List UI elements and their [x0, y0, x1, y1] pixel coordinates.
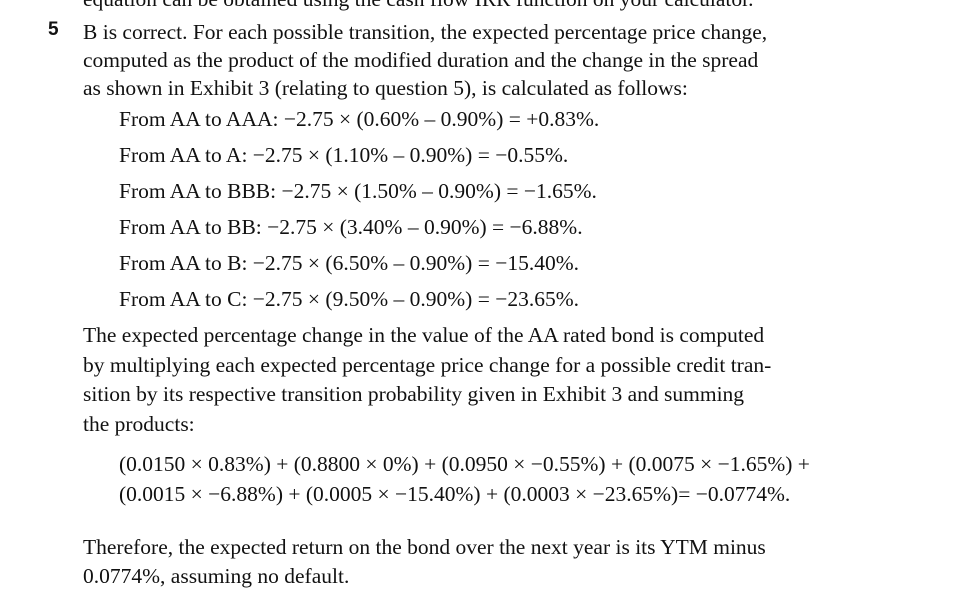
intro-line: computed as the product of the modified …: [83, 48, 759, 72]
top-fragment: equation can be obtained using the cash …: [83, 0, 754, 12]
conclusion-line: 0.0774%, assuming no default.: [83, 564, 350, 588]
item-number: 5: [48, 19, 59, 40]
calculation-line: From AA to AAA: −2.75 × (0.60% – 0.90%) …: [119, 107, 600, 131]
conclusion-line: Therefore, the expected return on the bo…: [83, 535, 766, 559]
calculation-line: From AA to BB: −2.75 × (3.40% – 0.90%) =…: [119, 215, 583, 239]
calculation-line: From AA to BBB: −2.75 × (1.50% – 0.90%) …: [119, 179, 597, 203]
intro-line: B is correct. For each possible transiti…: [83, 20, 768, 44]
calculation-line: From AA to A: −2.75 × (1.10% – 0.90%) = …: [119, 143, 569, 167]
calculation-line: From AA to C: −2.75 × (9.50% – 0.90%) = …: [119, 287, 579, 311]
explanation-line: by multiplying each expected percentage …: [83, 352, 772, 377]
calculation-line: From AA to B: −2.75 × (6.50% – 0.90%) = …: [119, 251, 579, 275]
explanation-line: sition by its respective transition prob…: [83, 382, 745, 407]
explanation-line: the products:: [83, 412, 195, 437]
formula-line: (0.0015 × −6.88%) + (0.0005 × −15.40%) +…: [119, 482, 791, 506]
explanation-line: The expected percentage change in the va…: [83, 323, 765, 347]
intro-line: as shown in Exhibit 3 (relating to quest…: [83, 76, 688, 100]
formula-line: (0.0150 × 0.83%) + (0.8800 × 0%) + (0.09…: [119, 452, 810, 476]
